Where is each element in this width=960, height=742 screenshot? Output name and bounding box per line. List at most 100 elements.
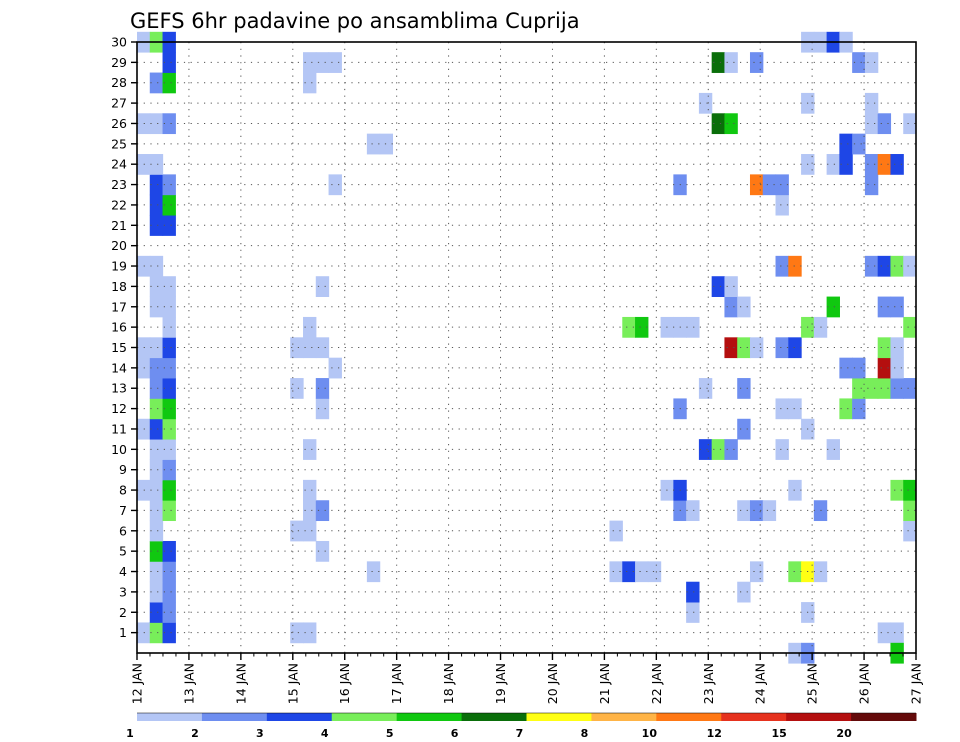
heatmap-cell [162, 540, 176, 562]
heatmap-cell [328, 52, 342, 73]
y-tick-label: 2 [119, 605, 127, 620]
legend-label: 10 [642, 727, 658, 740]
heatmap-cell [303, 52, 317, 73]
heatmap-cell [839, 357, 853, 379]
color-legend: 1 2 3 4 5 6 7 8 10 12 15 20 [126, 712, 917, 740]
heatmap-cell [137, 479, 151, 501]
x-tick-label: 25 JAN [805, 663, 820, 704]
heatmap-cell [890, 622, 904, 644]
heatmap-cell [149, 622, 164, 644]
heatmap-cell [149, 439, 164, 460]
y-tick-label: 30 [111, 35, 127, 50]
heatmap-cell [737, 337, 751, 359]
heatmap-cell [839, 398, 853, 420]
heatmap-cell [852, 133, 866, 155]
heatmap-cell [724, 296, 738, 318]
heatmap-cell [162, 602, 176, 623]
heatmap-cell [149, 174, 164, 196]
heatmap-cell [775, 439, 789, 460]
heatmap-cell [826, 439, 840, 460]
heatmap-cell [839, 154, 853, 175]
legend-label: 8 [581, 727, 589, 740]
legend-label: 15 [772, 727, 787, 740]
x-tick-label: 13 JAN [181, 663, 196, 704]
y-tick-label: 27 [111, 96, 127, 111]
heatmap-cell [303, 439, 317, 460]
y-tick-label: 18 [111, 279, 127, 294]
x-tick-label: 16 JAN [337, 663, 352, 704]
heatmap-cell [162, 418, 176, 440]
heatmap-cell [149, 113, 164, 135]
y-axis-ticks: 1234567891011121314151617181920212223242… [111, 35, 137, 640]
heatmap-cell [864, 92, 879, 114]
heatmap-cell [775, 194, 789, 216]
x-tick-label: 18 JAN [441, 663, 456, 704]
heatmap-cell [749, 500, 764, 522]
heatmap-cell [890, 479, 904, 501]
heatmap-cell [149, 581, 164, 603]
heatmap-cell [149, 500, 164, 522]
heatmap-cell [149, 215, 164, 236]
heatmap-cell [903, 316, 916, 338]
heatmap-cell [303, 520, 317, 542]
y-tick-label: 5 [119, 544, 127, 559]
x-tick-label: 15 JAN [285, 663, 300, 704]
heatmap-cell [903, 378, 916, 399]
heatmap-cell [890, 378, 904, 399]
heatmap-cell [609, 520, 623, 542]
heatmap-cell [877, 296, 892, 318]
legend-swatch [266, 713, 333, 721]
heatmap-cell [903, 113, 916, 135]
heatmap-cell [162, 459, 176, 481]
y-tick-label: 13 [111, 381, 127, 396]
heatmap-cell [762, 174, 777, 196]
heatmap-cell [737, 296, 751, 318]
y-tick-label: 9 [119, 462, 127, 477]
x-tick-label: 20 JAN [545, 663, 560, 704]
y-tick-label: 22 [111, 197, 127, 212]
heatmap-cell [686, 602, 700, 623]
heatmap-cell [877, 255, 892, 277]
y-tick-label: 19 [111, 259, 127, 274]
legend-label: 7 [516, 727, 524, 740]
legend-swatch [201, 713, 268, 721]
heatmap-cell [162, 72, 176, 94]
x-tick-label: 23 JAN [701, 663, 716, 704]
legend-swatch [591, 713, 657, 721]
heatmap-cell [698, 378, 713, 399]
heatmap-cell [903, 500, 916, 522]
heatmap-cell [724, 52, 738, 73]
heatmap-cell [890, 255, 904, 277]
heatmap-cell [749, 174, 764, 196]
heatmap-cell [162, 316, 176, 338]
heatmap-cell [315, 276, 330, 297]
heatmap-cell [635, 561, 649, 583]
heatmap-cell [315, 500, 330, 522]
heatmap-cell [852, 357, 866, 379]
heatmap-cell [698, 92, 713, 114]
heatmap-cell [788, 561, 802, 583]
heatmap-cell [149, 561, 164, 583]
heatmap-cell [149, 194, 164, 216]
heatmap-cell [788, 255, 802, 277]
heatmap-cell [162, 174, 176, 196]
heatmap-cell [137, 255, 151, 277]
heatmap-cell [749, 337, 764, 359]
heatmap-cell [826, 296, 840, 318]
heatmap-cell [877, 357, 892, 379]
heatmap-cell [635, 316, 649, 338]
heatmap-cell [137, 418, 151, 440]
heatmap-cell [864, 154, 879, 175]
heatmap-cell [698, 439, 713, 460]
heatmap-cell [137, 357, 151, 379]
legend-swatch [786, 713, 852, 721]
heatmap-cell [149, 398, 164, 420]
legend-label: 5 [386, 727, 394, 740]
heatmap-cell [303, 479, 317, 501]
heatmap-cell [162, 52, 176, 73]
legend-label: 1 [126, 727, 134, 740]
heatmap-cell [890, 357, 904, 379]
legend-swatch [721, 713, 787, 721]
x-tick-label: 12 JAN [130, 663, 145, 704]
heatmap-cell [737, 500, 751, 522]
